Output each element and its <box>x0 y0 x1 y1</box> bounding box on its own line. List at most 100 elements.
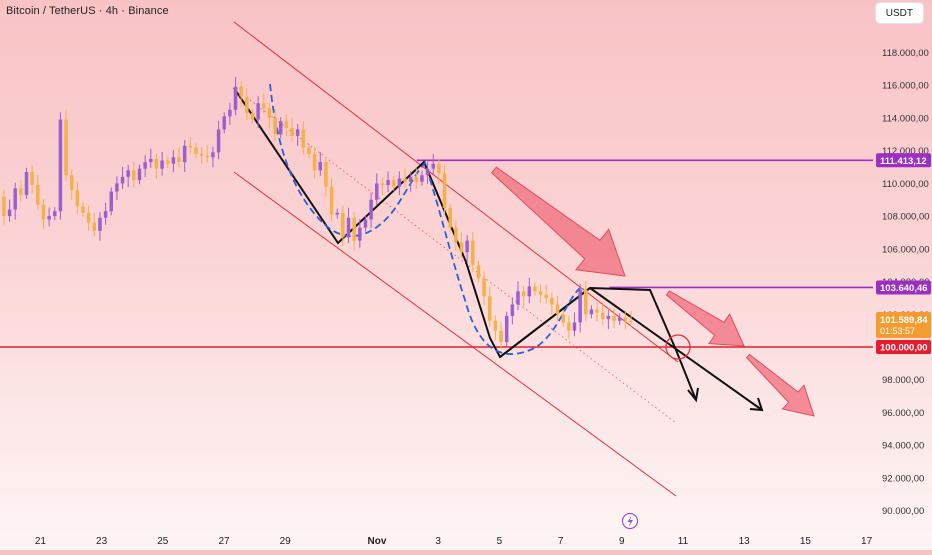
candle-body <box>607 316 611 319</box>
candle-body <box>245 97 249 113</box>
candle-body <box>307 147 311 154</box>
candle-body <box>352 218 356 241</box>
candle <box>296 124 300 146</box>
candle <box>2 189 6 224</box>
candle-body <box>121 177 125 184</box>
candle-body <box>448 208 452 228</box>
candle <box>471 232 475 272</box>
candle-body <box>392 180 396 187</box>
candle-body <box>70 175 74 190</box>
candle <box>607 310 611 329</box>
lightning-event-icon[interactable] <box>623 514 638 529</box>
candle <box>126 165 130 187</box>
candle <box>13 183 17 220</box>
candle-body <box>206 156 210 158</box>
x-tick-label: 21 <box>35 536 47 547</box>
candle-body <box>155 159 159 169</box>
candle-body <box>369 200 373 220</box>
candle-body <box>567 322 571 330</box>
candle <box>324 157 328 197</box>
candle-body <box>601 313 605 320</box>
candle-body <box>76 190 80 206</box>
currency-button[interactable]: USDT <box>875 2 924 24</box>
y-tick-label: 98.000,00 <box>882 375 924 386</box>
candle <box>505 312 509 346</box>
candle <box>567 315 571 339</box>
y-tick-label: 110.000,00 <box>882 179 929 190</box>
candle-body <box>239 87 243 97</box>
symbol-title: Bitcoin / TetherUS · 4h · Binance <box>6 5 169 17</box>
candle <box>211 147 215 167</box>
candle <box>352 212 356 250</box>
y-tick-label: 94.000,00 <box>882 441 924 452</box>
x-tick-label: 5 <box>497 536 503 547</box>
candle-body <box>30 172 34 185</box>
candle-body <box>13 188 17 209</box>
candle-body <box>81 206 85 213</box>
candle-body <box>132 170 136 180</box>
pink-arrow-medium <box>667 291 744 346</box>
candle-body <box>437 164 441 174</box>
candle <box>448 204 452 232</box>
candle-body <box>578 290 582 323</box>
candle <box>511 297 515 324</box>
candle-body <box>200 154 204 156</box>
candle <box>618 313 622 324</box>
y-tick-label: 106.000,00 <box>882 244 930 255</box>
candle <box>138 165 142 185</box>
candle <box>268 103 272 128</box>
candle-body <box>313 154 317 170</box>
candle-body <box>324 162 328 187</box>
candle <box>59 113 63 220</box>
candle-body <box>149 159 153 162</box>
candle <box>200 147 204 164</box>
x-tick-label: 27 <box>218 536 230 547</box>
y-tick-label: 90.000,00 <box>882 506 924 517</box>
candle-body <box>409 177 413 182</box>
candle-body <box>415 177 419 182</box>
candle <box>573 312 577 336</box>
candle-body <box>550 298 554 305</box>
candle <box>81 202 85 217</box>
y-tick-label: 114.000,00 <box>882 113 929 124</box>
candle <box>313 147 317 179</box>
candle <box>465 235 469 262</box>
candle-body <box>499 331 503 342</box>
candle <box>420 171 424 186</box>
candle <box>290 118 294 142</box>
candle-body <box>595 309 599 312</box>
candle-body <box>222 116 226 129</box>
candle-body <box>59 120 63 212</box>
black-projection-line <box>590 288 762 410</box>
candle <box>36 175 40 210</box>
candle <box>19 180 23 202</box>
candle-body <box>194 147 198 154</box>
candle <box>601 303 605 325</box>
candle <box>595 302 599 321</box>
candle-body <box>528 286 532 296</box>
candle <box>155 153 159 178</box>
candle-body <box>426 169 430 176</box>
candle-body <box>573 322 577 330</box>
candle <box>522 286 526 306</box>
candle-body <box>482 278 486 296</box>
candle <box>104 203 108 225</box>
candle-body <box>279 121 283 134</box>
candle-body <box>381 183 385 185</box>
y-tick-label: 116.000,00 <box>882 81 929 92</box>
candle <box>319 152 323 176</box>
candle-body <box>290 128 294 136</box>
candle <box>93 213 97 237</box>
candle-body <box>138 169 142 180</box>
candle-body <box>420 175 424 182</box>
candle <box>285 114 289 136</box>
x-tick-label: 9 <box>619 536 625 547</box>
candle <box>279 117 283 138</box>
candle <box>206 146 210 163</box>
candle <box>516 281 520 310</box>
candle-body <box>386 180 390 185</box>
candle-body <box>166 160 170 163</box>
